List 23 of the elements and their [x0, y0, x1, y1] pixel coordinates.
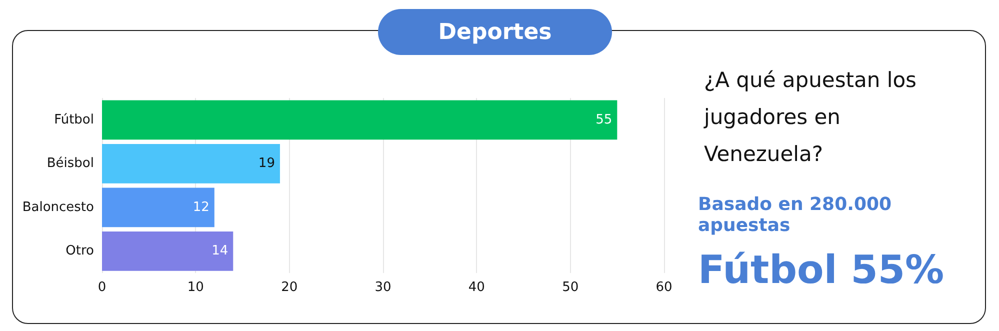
- data-label: 55: [596, 112, 612, 128]
- text: Basado en 280.000 apuestas: [698, 194, 893, 236]
- data-label: 19: [258, 156, 275, 172]
- y-tick-label: Baloncesto: [22, 200, 94, 215]
- x-tick-label: 50: [562, 280, 579, 295]
- text: Fútbol 55%: [698, 248, 946, 293]
- bar: [102, 100, 618, 140]
- y-tick-label: Béisbol: [46, 156, 94, 172]
- x-tick-label: 10: [187, 280, 204, 295]
- x-tick-label: 30: [374, 280, 392, 295]
- data-label: 12: [192, 200, 210, 215]
- x-tick-label: 40: [468, 280, 485, 295]
- text: ¿A qué apuestan los jugadores en Venezuela?: [704, 67, 918, 168]
- bar: [102, 144, 280, 184]
- y-tick-label: Otro: [66, 244, 94, 259]
- x-tick-label: 0: [98, 280, 106, 295]
- bar: [102, 231, 234, 271]
- y-tick-label: Fútbol: [54, 112, 94, 128]
- bar: [102, 188, 214, 228]
- x-tick-label: 60: [656, 280, 672, 295]
- x-tick-label: 20: [281, 280, 298, 295]
- chart-title: Deportes: [378, 9, 612, 55]
- data-label: 14: [212, 244, 228, 259]
